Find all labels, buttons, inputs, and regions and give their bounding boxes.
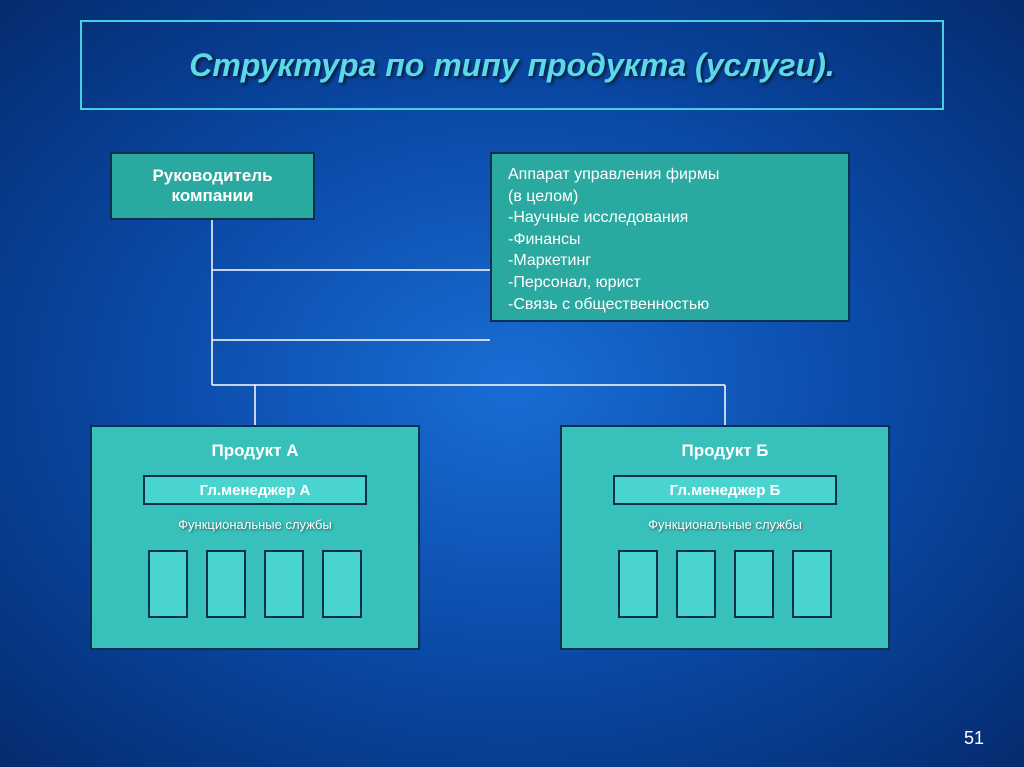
mini-box xyxy=(676,550,716,618)
product-b-mini-boxes xyxy=(562,550,888,618)
product-b-manager: Гл.менеджер Б xyxy=(613,475,837,505)
mini-box xyxy=(618,550,658,618)
mini-box xyxy=(206,550,246,618)
product-a-box: Продукт А Гл.менеджер А Функциональные с… xyxy=(90,425,420,650)
page-number: 51 xyxy=(964,728,984,749)
product-a-mini-boxes xyxy=(92,550,418,618)
product-a-func-label: Функциональные службы xyxy=(92,517,418,532)
mini-box xyxy=(322,550,362,618)
product-b-box: Продукт Б Гл.менеджер Б Функциональные с… xyxy=(560,425,890,650)
mini-box xyxy=(148,550,188,618)
apparatus-box: Аппарат управления фирмы (в целом) -Науч… xyxy=(490,152,850,322)
product-b-title: Продукт Б xyxy=(562,427,888,461)
mini-box xyxy=(792,550,832,618)
mini-box xyxy=(264,550,304,618)
mini-box xyxy=(734,550,774,618)
title-text: Структура по типу продукта (услуги). xyxy=(189,46,834,84)
title-box: Структура по типу продукта (услуги). xyxy=(80,20,944,110)
product-a-title: Продукт А xyxy=(92,427,418,461)
product-b-func-label: Функциональные службы xyxy=(562,517,888,532)
connectors xyxy=(0,0,1024,767)
product-a-manager: Гл.менеджер А xyxy=(143,475,367,505)
leader-box: Руководитель компании xyxy=(110,152,315,220)
